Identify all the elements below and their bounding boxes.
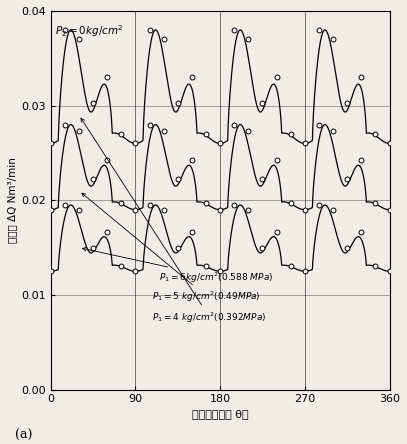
Y-axis label: 泄漏量 ΔQ Nm³/min: 泄漏量 ΔQ Nm³/min	[7, 157, 17, 243]
Text: $P_1=5\ kg/cm^2(0.49MPa)$: $P_1=5\ kg/cm^2(0.49MPa)$	[82, 193, 261, 304]
Text: $P_1=6kg/cm^2(0.588\ MPa)$: $P_1=6kg/cm^2(0.588\ MPa)$	[83, 247, 274, 285]
Text: (a): (a)	[15, 429, 32, 442]
Text: $P_2=0kg/cm^2$: $P_2=0kg/cm^2$	[55, 23, 124, 39]
X-axis label: 驱动轴的转角 θ度: 驱动轴的转角 θ度	[192, 408, 248, 419]
Text: $P_1=4\ kg/cm^2(0.392MPa)$: $P_1=4\ kg/cm^2(0.392MPa)$	[81, 118, 267, 325]
